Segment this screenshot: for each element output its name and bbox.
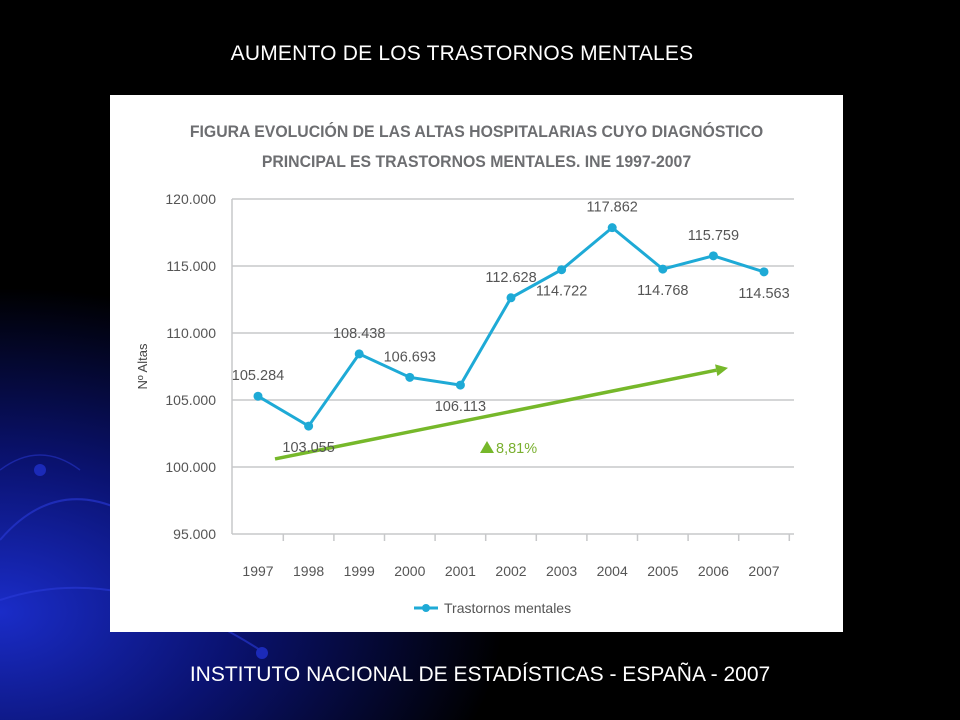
data-point	[506, 293, 516, 303]
data-point	[708, 251, 718, 261]
data-label: 114.768	[637, 283, 688, 299]
data-point	[354, 349, 364, 359]
data-point	[405, 372, 415, 382]
y-tick-label: 95.000	[173, 526, 216, 542]
x-tick-label: 1998	[293, 563, 324, 579]
x-tick-label: 2003	[546, 563, 577, 579]
x-tick-label: 2002	[495, 563, 526, 579]
bullet-dot	[34, 464, 46, 476]
data-point	[759, 267, 769, 277]
data-label: 106.693	[384, 349, 436, 365]
data-label: 106.113	[435, 399, 486, 415]
y-tick-label: 100.000	[165, 459, 216, 475]
chart-title-line-1: FIGURA EVOLUCIÓN DE LAS ALTAS HOSPITALAR…	[189, 122, 764, 141]
data-label: 108.438	[333, 326, 385, 342]
chart-title: FIGURA EVOLUCIÓN DE LAS ALTAS HOSPITALAR…	[136, 117, 818, 177]
y-tick-label: 120.000	[165, 191, 216, 207]
data-label: 103.055	[282, 440, 334, 456]
data-label: 114.563	[738, 286, 789, 302]
data-point	[658, 264, 668, 274]
chart-title-line-2: PRINCIPAL ES TRASTORNOS MENTALES. INE 19…	[261, 152, 692, 171]
x-tick-label: 2004	[597, 563, 628, 579]
slide-title: AUMENTO DE LOS TRASTORNOS MENTALES	[230, 42, 694, 65]
y-tick-label: 115.000	[166, 258, 216, 274]
data-point	[455, 380, 465, 390]
y-axis-label: Nº Altas	[135, 343, 150, 389]
data-label: 117.862	[587, 200, 638, 216]
bullet-dot	[256, 647, 268, 659]
legend-swatch-point	[422, 604, 430, 612]
x-tick-label: 1999	[344, 563, 375, 579]
x-tick-label: 2005	[647, 563, 678, 579]
line-chart: 95.000 100.000 105.000 110.000 115.000 120.00…	[135, 191, 794, 616]
data-label: 114.722	[536, 284, 587, 300]
data-point	[607, 223, 617, 233]
data-label: 112.628	[485, 270, 536, 286]
x-tick-label: 2001	[445, 563, 476, 579]
data-point	[253, 391, 263, 401]
y-tick-label: 110.000	[166, 325, 216, 341]
trend-line	[274, 368, 717, 461]
trend-up-triangle-icon	[480, 441, 494, 453]
data-label: 115.759	[688, 228, 739, 244]
legend-label: Trastornos mentales	[444, 600, 571, 616]
y-tick-label: 105.000	[165, 392, 216, 408]
x-tick-label: 2006	[698, 563, 729, 579]
data-label: 105.284	[232, 368, 284, 384]
data-point	[557, 265, 567, 275]
slide-footer: INSTITUTO NACIONAL DE ESTADÍSTICAS - ESP…	[189, 663, 771, 686]
x-tick-label: 1997	[242, 563, 273, 579]
x-tick-label: 2000	[394, 563, 425, 579]
trend-label: 8,81%	[496, 441, 537, 457]
data-point	[304, 421, 314, 431]
x-tick-label: 2007	[748, 563, 779, 579]
trend-arrowhead	[715, 364, 728, 377]
chart-panel: FIGURA EVOLUCIÓN DE LAS ALTAS HOSPITALAR…	[110, 95, 843, 632]
